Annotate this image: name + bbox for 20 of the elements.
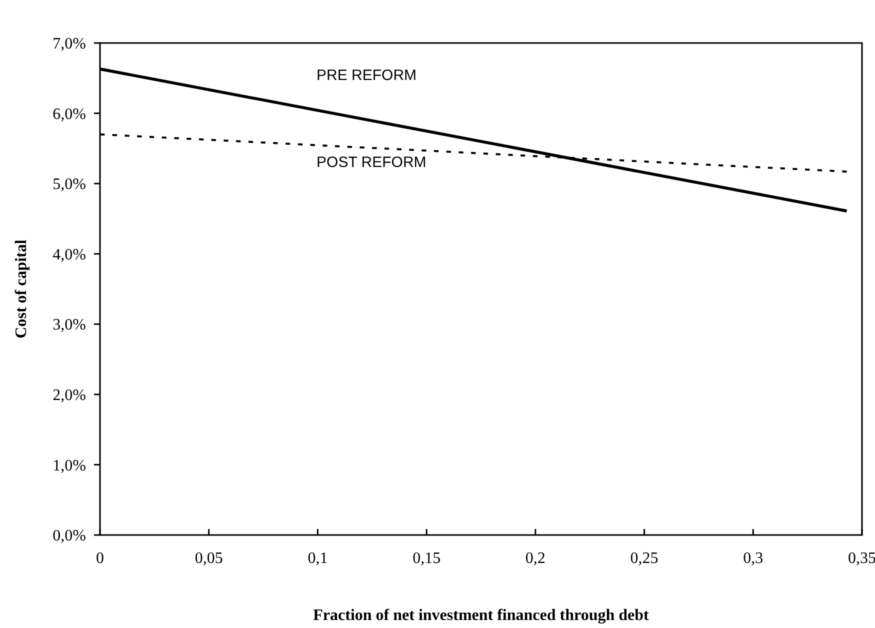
y-tick-label: 6,0% <box>52 106 86 123</box>
x-tick-label: 0,1 <box>308 550 328 567</box>
x-tick-label: 0,25 <box>630 550 658 567</box>
y-tick-label: 0,0% <box>52 528 86 545</box>
y-axis-title: Cost of capital <box>13 239 30 338</box>
x-tick-label: 0,35 <box>848 550 875 567</box>
y-tick-label: 3,0% <box>52 316 86 334</box>
x-axis-title: Fraction of net investment financed through debt <box>313 607 650 624</box>
x-tick-label: 0,2 <box>525 550 546 567</box>
y-tick-label: 7,0% <box>52 36 86 53</box>
series-label: PRE REFORM <box>316 67 417 84</box>
y-tick-label: 1,0% <box>52 457 86 474</box>
series-label: POST REFORM <box>316 154 426 172</box>
y-tick-label: 2,0% <box>52 387 86 404</box>
y-tick-label: 5,0% <box>52 176 86 194</box>
y-tick-label: 4,0% <box>52 246 86 264</box>
x-tick-label: 0 <box>96 550 104 567</box>
x-tick-label: 0,05 <box>194 550 223 567</box>
x-tick-label: 0,15 <box>412 550 441 567</box>
x-tick-label: 0,3 <box>743 550 764 567</box>
